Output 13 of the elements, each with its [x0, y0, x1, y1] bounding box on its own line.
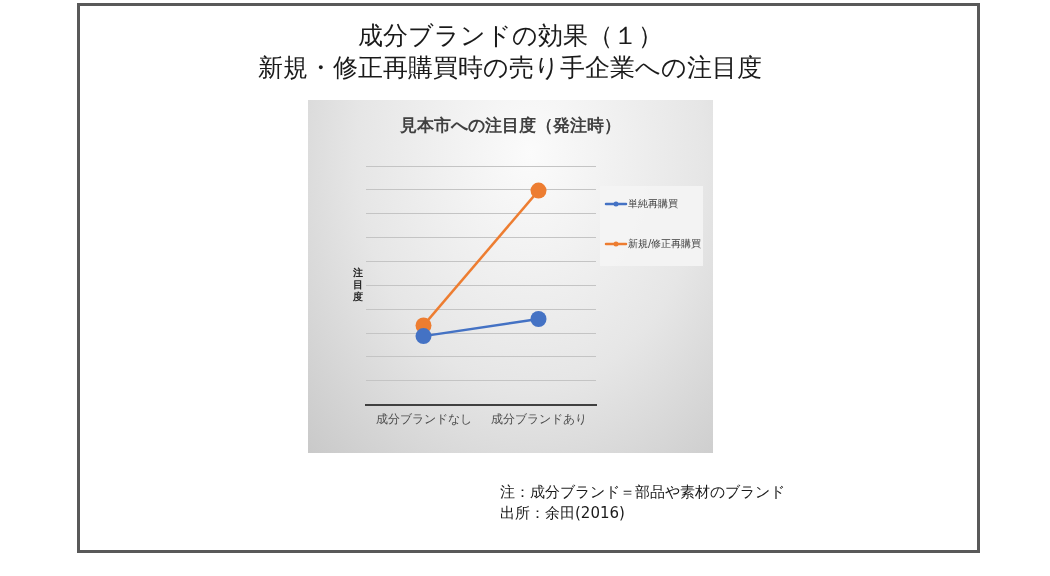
chart-title: 成分ブランドの効果（１） [356, 20, 664, 52]
legend-label: 新規/修正再購買 [628, 237, 702, 249]
legend-label: 単純再購買 [628, 197, 678, 209]
x-tick-label: 成分ブランドあり [490, 411, 587, 426]
point [530, 182, 547, 199]
y-axis-title: 注目度 [352, 266, 363, 302]
point [530, 311, 547, 327]
text: 注：成分ブランド＝部品や素材のブランド [500, 482, 785, 503]
x-tick-label: 成分ブランドなし [375, 411, 472, 426]
text: 見本市への注目度（発注時） [399, 115, 621, 136]
chart-subtitle: 新規・修正再購買時の売り手企業への注目度 [257, 52, 763, 84]
text: 出所：余田(2016) [500, 503, 626, 524]
point [415, 328, 432, 345]
